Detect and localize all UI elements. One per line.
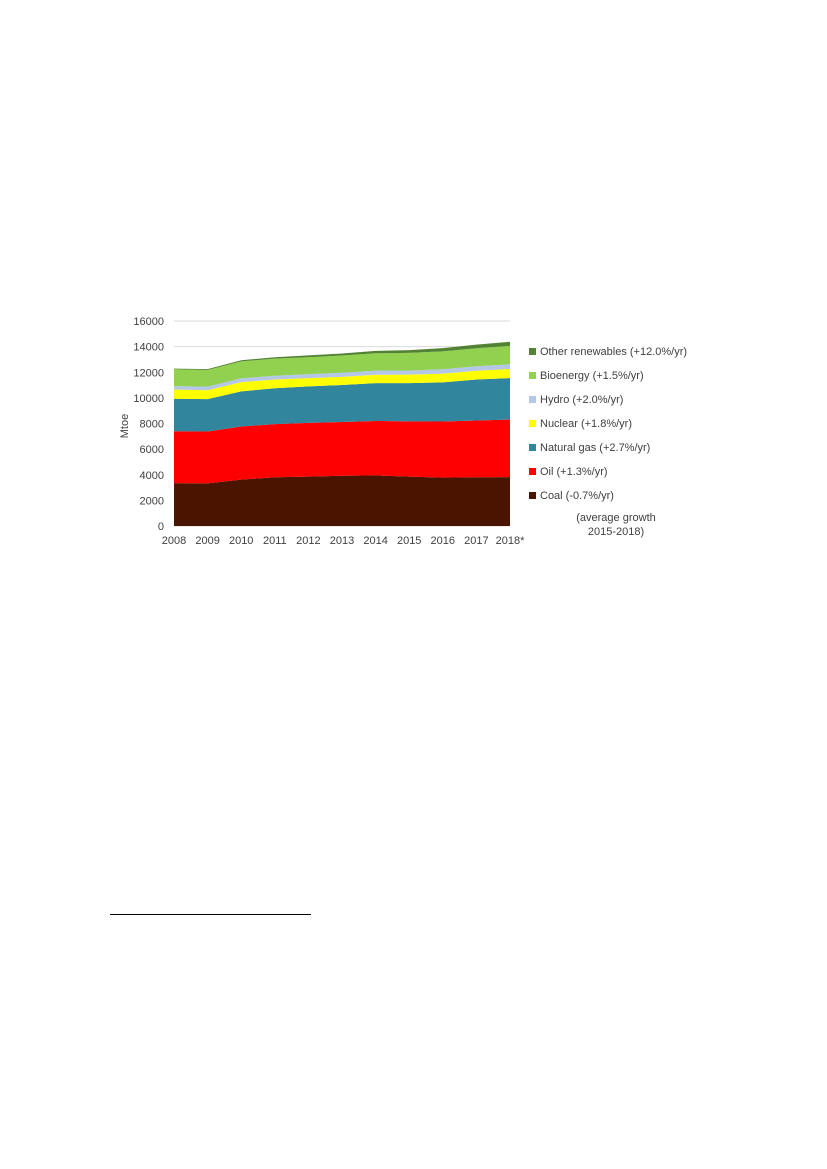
- area-series-2: [174, 378, 510, 432]
- legend-swatch: [529, 468, 536, 475]
- x-tick-label: 2011: [263, 535, 287, 547]
- legend: Other renewables (+12.0%/yr) Bioenergy (+…: [529, 346, 687, 502]
- energy-area-chart: 0 2000 4000 6000 8000 10000 12000 14000 16000 20…: [100, 305, 687, 565]
- y-axis-ticks: 0 2000 4000 6000 8000 10000 12000 14000 16000: [133, 316, 164, 533]
- x-tick-label: 2010: [229, 535, 253, 547]
- legend-swatch: [529, 492, 536, 499]
- legend-label: Bioenergy (+1.5%/yr): [540, 370, 644, 382]
- chart-svg: 0 2000 4000 6000 8000 10000 12000 14000 16000 20…: [119, 316, 687, 547]
- x-tick-label: 2014: [363, 535, 387, 547]
- y-tick-label: 2000: [140, 495, 164, 507]
- footnote-separator: [110, 914, 311, 915]
- area-series-4: [174, 364, 510, 391]
- x-tick-label: 2009: [195, 535, 219, 547]
- x-tick-label: 2008: [162, 535, 186, 547]
- x-axis-ticks: 2008 2009 2010 2011 2012 2013 2014 2015 2016 2017…: [162, 535, 525, 547]
- area-series-6: [174, 341, 510, 370]
- legend-note-line: (average growth: [576, 512, 656, 524]
- x-tick-label: 2016: [431, 535, 455, 547]
- stacked-areas: [174, 341, 510, 526]
- area-series-5: [174, 345, 510, 387]
- x-tick-label: 2015: [397, 535, 421, 547]
- legend-swatch: [529, 420, 536, 427]
- x-tick-label: 2017: [464, 535, 488, 547]
- legend-label: Coal (-0.7%/yr): [540, 490, 614, 502]
- y-tick-label: 10000: [133, 393, 164, 405]
- legend-note-line: 2015-2018): [588, 526, 644, 538]
- legend-label: Other renewables (+12.0%/yr): [540, 346, 687, 358]
- legend-label: Oil (+1.3%/yr): [540, 466, 608, 478]
- y-tick-label: 12000: [133, 367, 164, 379]
- legend-note: (average growth 2015-2018): [576, 512, 656, 538]
- y-axis-title: Mtoe: [119, 414, 131, 438]
- y-tick-label: 14000: [133, 342, 164, 354]
- legend-swatch: [529, 444, 536, 451]
- legend-label: Nuclear (+1.8%/yr): [540, 418, 632, 430]
- x-tick-label: 2018*: [496, 535, 525, 547]
- legend-label: Hydro (+2.0%/yr): [540, 394, 623, 406]
- x-tick-label: 2012: [296, 535, 320, 547]
- y-tick-label: 16000: [133, 316, 164, 328]
- x-tick-label: 2013: [330, 535, 354, 547]
- area-series-3: [174, 368, 510, 400]
- legend-swatch: [529, 372, 536, 379]
- y-tick-label: 0: [158, 521, 164, 533]
- legend-swatch: [529, 396, 536, 403]
- legend-label: Natural gas (+2.7%/yr): [540, 442, 650, 454]
- area-series-0: [174, 475, 510, 526]
- y-tick-label: 4000: [140, 470, 164, 482]
- legend-swatch: [529, 348, 536, 355]
- y-tick-label: 6000: [140, 444, 164, 456]
- y-tick-label: 8000: [140, 419, 164, 431]
- area-series-1: [174, 419, 510, 484]
